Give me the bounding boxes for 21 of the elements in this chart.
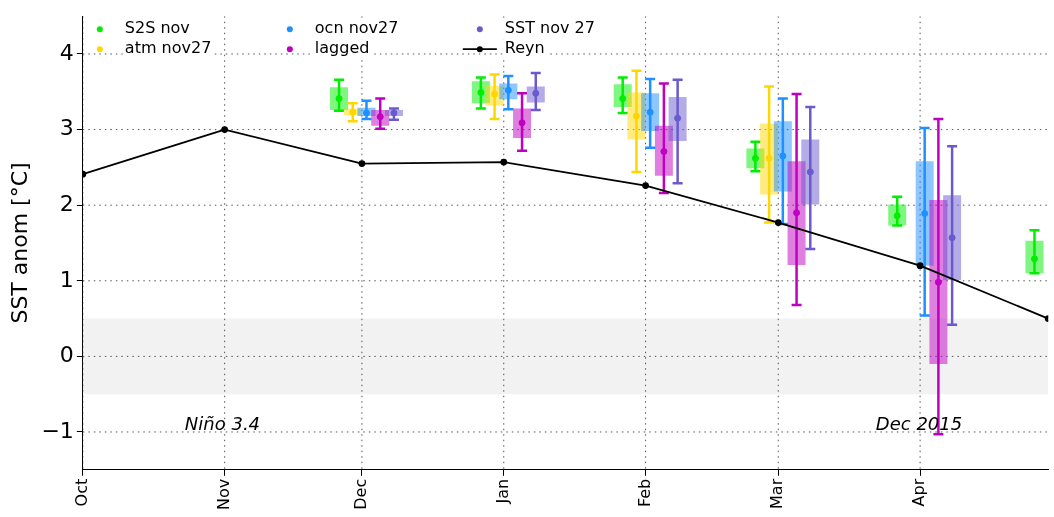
x-tick-label: Apr [909, 478, 929, 507]
legend-label: lagged [314, 38, 370, 58]
y-tick-label: 1 [59, 266, 74, 292]
legend-label: atm nov27 [124, 38, 212, 58]
legend-label: ocn nov27 [314, 18, 399, 38]
y-tick-label: 4 [59, 39, 74, 65]
x-tick-label: Oct [71, 478, 91, 507]
x-tick-label: Nov [213, 478, 233, 511]
x-tick-label: Feb [634, 478, 654, 508]
y-tick-label: −1 [41, 417, 74, 443]
annotation: Niño 3.4 [184, 413, 261, 435]
y-tick-label: 2 [59, 190, 74, 216]
y-tick-label: 0 [59, 342, 74, 368]
legend-label: S2S nov [124, 18, 190, 38]
y-axis-title: SST anom [°C] [6, 162, 32, 324]
x-tick-label: Jan [492, 478, 512, 505]
y-tick-label: 3 [59, 115, 74, 141]
legend-label: SST nov 27 [504, 18, 595, 38]
x-tick-label: Mar [767, 478, 787, 509]
legend-label: Reyn [504, 38, 545, 58]
x-tick-label: Dec [351, 478, 371, 510]
